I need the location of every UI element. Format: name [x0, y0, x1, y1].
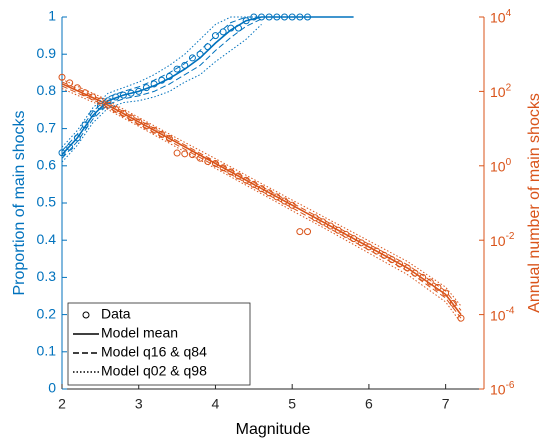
x-tick-label: 4 [212, 396, 220, 412]
model-line [61, 88, 462, 324]
data-point [334, 226, 342, 234]
model-line [61, 81, 462, 311]
y-tick-label: 1 [48, 8, 56, 24]
legend-label: Model q02 & q98 [101, 363, 207, 379]
model-line [61, 24, 262, 163]
y2-tick-label: 102 [490, 82, 512, 100]
x-tick-label: 5 [288, 396, 296, 412]
data-point [304, 228, 312, 236]
model-line [61, 16, 262, 148]
y-tick-label: 0.4 [37, 231, 57, 247]
y-tick-label: 0.3 [37, 268, 57, 284]
y-tick-label: 0.1 [37, 343, 57, 359]
data-point [127, 114, 135, 122]
data-point [119, 110, 127, 118]
y-axis-label: Proportion of main shocks [11, 111, 28, 296]
data-point [319, 218, 327, 226]
y-tick-label: 0.9 [37, 45, 57, 61]
y2-tick-label: 10-2 [490, 231, 515, 249]
data-point [211, 32, 219, 40]
x-axis-label: Magnitude [236, 421, 311, 438]
y-tick-label: 0.7 [37, 119, 57, 135]
data-point [296, 228, 304, 236]
data-point [181, 150, 189, 158]
y2-tick-label: 100 [490, 156, 512, 174]
data-point [419, 273, 427, 281]
y-tick-label: 0.6 [37, 157, 57, 173]
y-tick-label: 0.5 [37, 194, 57, 210]
model-line [61, 78, 462, 307]
model-line [61, 16, 262, 152]
x-tick-label: 3 [135, 396, 143, 412]
model-line [61, 83, 462, 316]
data-point [327, 222, 335, 230]
legend-label: Data [101, 306, 131, 322]
y-tick-label: 0 [48, 380, 56, 396]
model-line [61, 18, 262, 159]
legend: Data Model mean Model q16 & q84 Model q02 &… [67, 302, 251, 386]
y2-tick-label: 10-6 [490, 380, 515, 398]
data-point [288, 201, 296, 209]
legend-marker [82, 311, 90, 319]
y2-axis-label: Annual number of main shocks [526, 93, 543, 313]
y2-tick-label: 10-4 [490, 305, 515, 323]
y2-tick-label: 104 [490, 8, 512, 26]
data-point [158, 130, 166, 138]
data-point [165, 135, 173, 143]
y-tick-label: 0.8 [37, 82, 57, 98]
y-tick-label: 0.2 [37, 305, 57, 321]
x-tick-label: 7 [442, 396, 450, 412]
data-point [66, 79, 74, 87]
data-point [311, 214, 319, 222]
legend-label: Model mean [101, 325, 178, 341]
model-line [61, 85, 462, 319]
legend-label: Model q16 & q84 [101, 344, 207, 360]
data-point [58, 149, 66, 157]
model-line [61, 16, 354, 156]
x-tick-label: 6 [365, 396, 373, 412]
x-tick-label: 2 [58, 396, 66, 412]
data-point [142, 122, 150, 130]
data-point [173, 65, 181, 73]
data-point [58, 73, 66, 81]
data-point [173, 149, 181, 157]
data-point [188, 54, 196, 62]
